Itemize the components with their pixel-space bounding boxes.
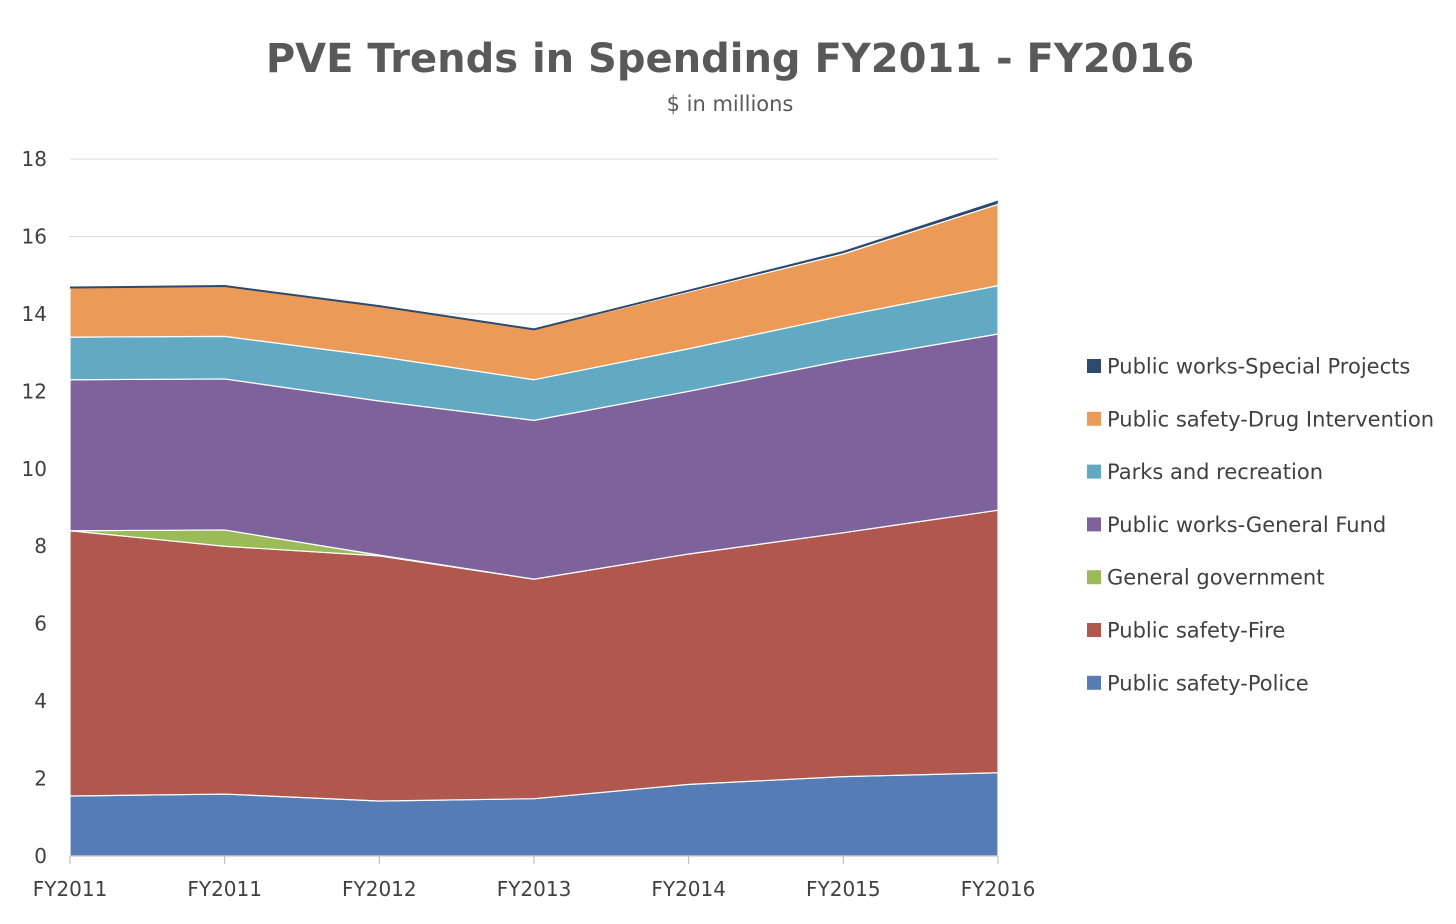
x-tick-label: FY2014 — [651, 877, 726, 901]
x-tick-label: FY2012 — [342, 877, 417, 901]
legend-label: Public safety-Police — [1107, 671, 1309, 695]
y-tick-label: 14 — [22, 302, 47, 326]
chart-title: PVE Trends in Spending FY2011 - FY2016 — [266, 36, 1194, 82]
legend-label: Public works-Special Projects — [1107, 355, 1410, 379]
y-tick-label: 0 — [34, 844, 47, 868]
legend-label: Parks and recreation — [1107, 460, 1323, 484]
legend-swatch — [1087, 464, 1101, 479]
legend-label: Public safety-Fire — [1107, 619, 1285, 643]
y-tick-label: 12 — [22, 379, 47, 403]
legend-label: Public works-General Fund — [1107, 513, 1386, 537]
legend-swatch — [1087, 411, 1101, 426]
y-tick-label: 10 — [22, 457, 47, 481]
legend-swatch — [1087, 359, 1101, 373]
top-edge-line — [69, 200, 999, 331]
legend-swatch — [1087, 623, 1101, 637]
x-tick-label: FY2011 — [33, 877, 108, 901]
y-tick-label: 4 — [34, 689, 47, 713]
y-tick-label: 8 — [34, 534, 47, 558]
legend-label: General government — [1107, 566, 1324, 590]
legend: Public works-Special Projects Public safe… — [1087, 355, 1434, 695]
legend-swatch — [1087, 517, 1101, 532]
x-tick-label: FY2016 — [961, 877, 1036, 901]
legend-swatch — [1087, 675, 1101, 690]
plot-areas — [69, 200, 999, 857]
y-tick-label: 16 — [22, 224, 47, 248]
x-tick-label: FY2011 — [187, 877, 262, 901]
axes: 0 2 4 6 8 10 12 14 16 18 FY2011 FY2011 FY2012 FY2013 F… — [22, 147, 1036, 901]
legend-swatch — [1087, 570, 1101, 585]
x-tick-label: FY2015 — [806, 877, 881, 901]
y-tick-label: 2 — [34, 767, 47, 791]
legend-label: Public safety-Drug Intervention — [1107, 407, 1434, 431]
y-tick-label: 6 — [34, 612, 47, 636]
y-tick-label: 18 — [22, 147, 47, 171]
chart-subtitle: $ in millions — [667, 92, 794, 116]
x-tick-label: FY2013 — [497, 877, 572, 901]
